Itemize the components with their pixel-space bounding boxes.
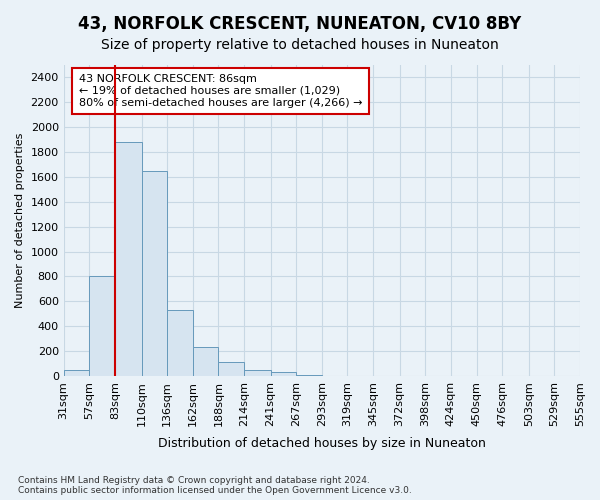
Bar bbox=[244, 370, 271, 376]
Y-axis label: Number of detached properties: Number of detached properties bbox=[15, 133, 25, 308]
X-axis label: Distribution of detached houses by size in Nuneaton: Distribution of detached houses by size … bbox=[158, 437, 486, 450]
Text: Size of property relative to detached houses in Nuneaton: Size of property relative to detached ho… bbox=[101, 38, 499, 52]
Bar bbox=[167, 310, 193, 376]
Bar bbox=[142, 170, 167, 376]
Bar bbox=[89, 276, 115, 376]
Bar bbox=[115, 142, 142, 376]
Text: Contains HM Land Registry data © Crown copyright and database right 2024.
Contai: Contains HM Land Registry data © Crown c… bbox=[18, 476, 412, 495]
Bar bbox=[64, 370, 89, 376]
Bar bbox=[271, 372, 296, 376]
Text: 43 NORFOLK CRESCENT: 86sqm
← 19% of detached houses are smaller (1,029)
80% of s: 43 NORFOLK CRESCENT: 86sqm ← 19% of deta… bbox=[79, 74, 362, 108]
Text: 43, NORFOLK CRESCENT, NUNEATON, CV10 8BY: 43, NORFOLK CRESCENT, NUNEATON, CV10 8BY bbox=[79, 15, 521, 33]
Bar bbox=[218, 362, 244, 376]
Bar bbox=[296, 374, 322, 376]
Bar bbox=[193, 346, 218, 376]
